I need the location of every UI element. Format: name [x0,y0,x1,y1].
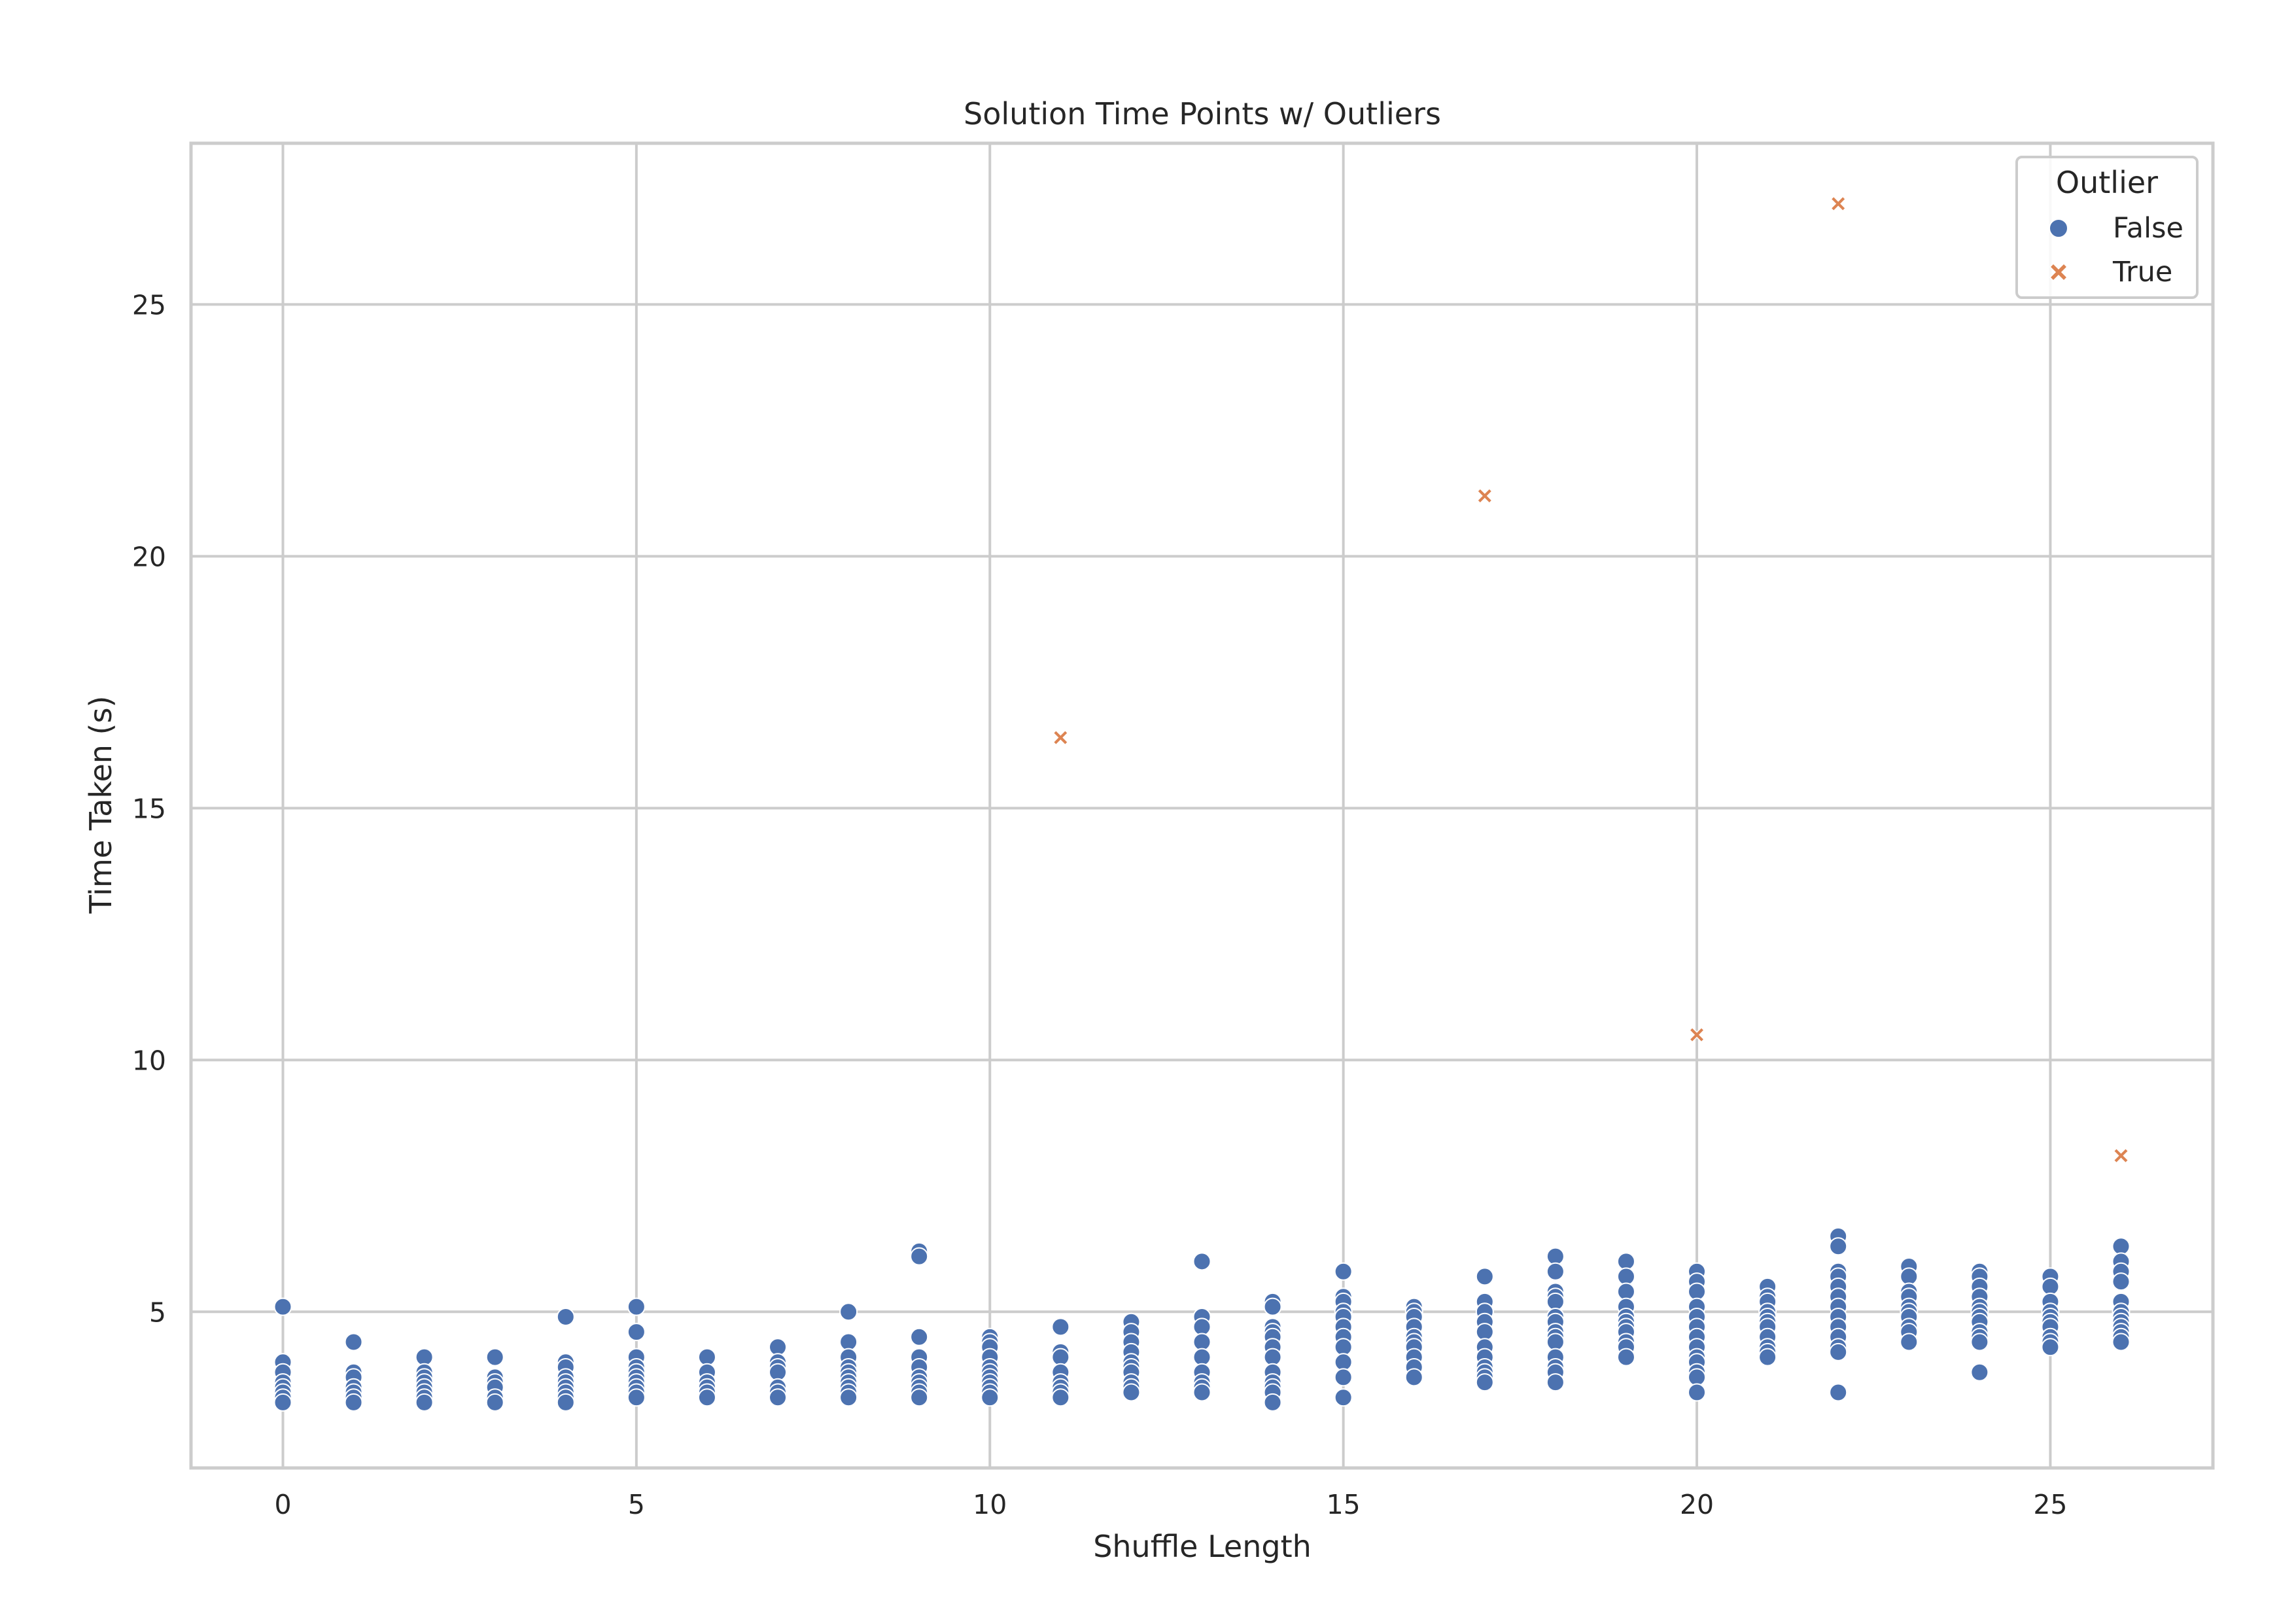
data-point-false [839,1302,858,1321]
x-tick-label: 10 [973,1489,1007,1520]
data-point-false [627,1388,646,1407]
data-point-false [1263,1297,1282,1316]
data-point-false [1546,1262,1565,1281]
data-point-false [1900,1333,1919,1352]
data-point-false [556,1393,575,1412]
data-point-true [2113,1147,2129,1164]
data-point-true [1830,196,1847,212]
y-tick-label: 25 [132,289,166,321]
data-point-false [1688,1383,1707,1402]
y-tick-label: 5 [149,1297,166,1328]
tick-labels: 0 5 10 15 20 25 5 10 15 20 25 [132,289,2068,1520]
data-point-false [2112,1333,2131,1352]
legend-marker-false [2049,218,2068,238]
data-point-false [1051,1388,1070,1407]
data-point-false [485,1393,504,1412]
data-point-false [2112,1272,2131,1291]
data-point-false [1758,1348,1777,1367]
data-point-false [1192,1252,1211,1271]
data-point-false [1334,1368,1353,1387]
data-point-false [697,1388,716,1407]
x-tick-label: 15 [1327,1489,1361,1520]
data-points [273,196,2131,1412]
data-point-false [1334,1262,1353,1281]
data-point-true [1052,729,1069,746]
data-point-false [910,1327,929,1346]
data-point-false [627,1323,646,1342]
data-point-false [415,1393,434,1412]
y-axis-title: Time Taken (s) [83,696,118,915]
data-point-false [1192,1383,1211,1402]
data-point-false [627,1297,646,1316]
data-point-false [1475,1267,1494,1286]
data-point-false [1051,1318,1070,1336]
legend-box [2015,156,2199,299]
data-point-false [1829,1342,1848,1361]
legend-title: Outlier [2056,165,2158,200]
y-tick-label: 10 [132,1045,166,1076]
plot-frame [189,141,2215,1470]
data-point-true [1688,1026,1705,1043]
legend-label-true: True [2112,256,2172,288]
y-tick-label: 15 [132,793,166,824]
y-tick-label: 20 [132,541,166,572]
data-point-false [1263,1393,1282,1412]
data-point-false [1616,1348,1635,1367]
data-point-false [910,1388,929,1407]
data-point-false [1475,1373,1494,1392]
data-point-false [769,1388,788,1407]
data-point-false [981,1388,1000,1407]
data-point-false [1334,1388,1353,1407]
chart-title: Solution Time Points w/ Outliers [964,96,1441,131]
data-point-false [344,1333,363,1352]
data-point-false [1970,1363,1989,1382]
data-point-false [2041,1338,2060,1357]
x-tick-label: 20 [1680,1489,1714,1520]
legend-label-false: False [2113,212,2183,245]
data-point-false [1829,1237,1848,1256]
x-tick-label: 25 [2033,1489,2067,1520]
x-tick-label: 5 [628,1489,645,1520]
data-point-false [1404,1368,1423,1387]
data-point-false [839,1388,858,1407]
x-axis-title: Shuffle Length [1093,1529,1312,1564]
data-point-true [1476,487,1493,504]
data-point-false [344,1393,363,1412]
data-point-false [273,1297,292,1316]
data-point-false [273,1393,292,1412]
grid-lines [191,143,2213,1468]
data-point-false [1122,1383,1141,1402]
data-point-false [485,1348,504,1367]
legend-marker-true [2049,262,2068,282]
data-point-false [1970,1333,1989,1352]
legend: Outlier False True [2015,156,2199,299]
data-point-false [910,1247,929,1266]
data-point-false [1546,1373,1565,1392]
x-tick-label: 0 [274,1489,291,1520]
data-point-false [1829,1383,1848,1402]
data-point-false [556,1308,575,1327]
